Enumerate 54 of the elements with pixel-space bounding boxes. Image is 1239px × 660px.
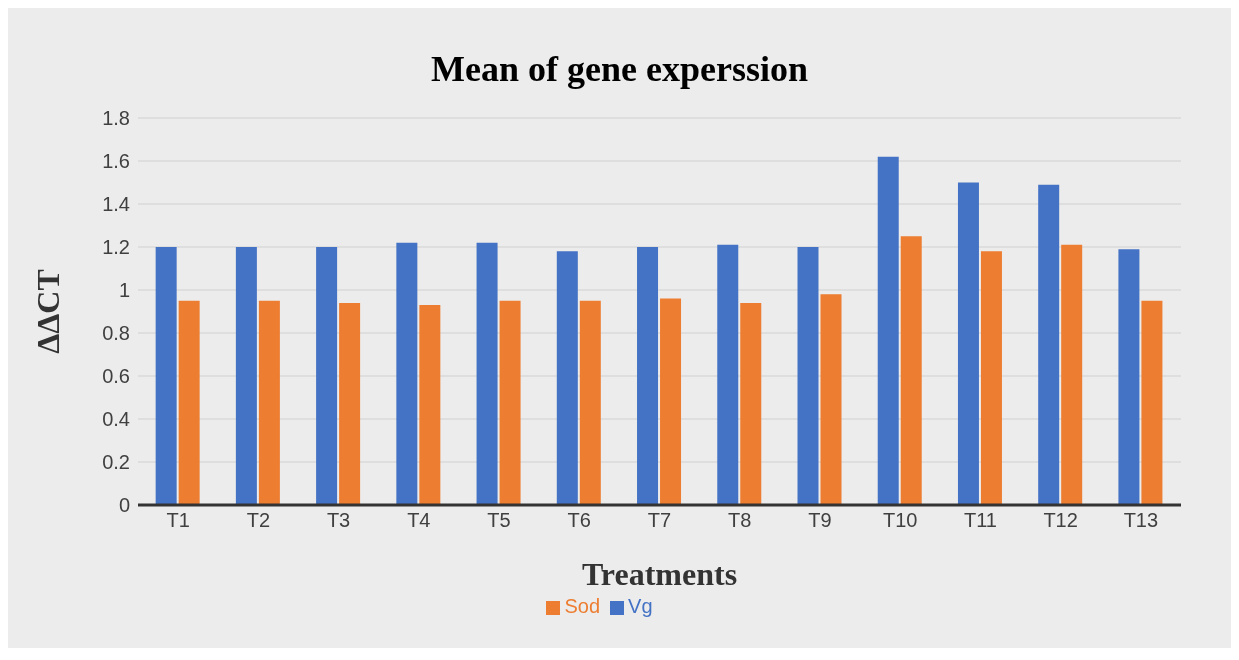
- bar: [900, 236, 922, 505]
- bar: [419, 305, 441, 505]
- bar: [155, 247, 177, 505]
- y-tick-label: 0.8: [102, 322, 130, 345]
- y-tick-label: 1.2: [102, 236, 130, 259]
- x-tick-label: T5: [487, 509, 511, 532]
- x-tick-label: T6: [567, 509, 591, 532]
- bar: [556, 251, 578, 505]
- bar: [660, 298, 682, 505]
- bar: [740, 302, 762, 505]
- bar: [499, 300, 521, 505]
- bar: [579, 300, 601, 505]
- y-tick-label: 1.8: [102, 107, 130, 130]
- x-tick-label: T3: [326, 509, 351, 532]
- y-tick-label: 1.4: [102, 193, 130, 216]
- y-axis-title: ΔΔCT: [30, 269, 67, 354]
- bar: [316, 247, 338, 505]
- bar: [980, 251, 1002, 505]
- bar: [1038, 184, 1060, 505]
- bar: [877, 156, 899, 505]
- bar: [797, 247, 819, 505]
- x-tick-label: T11: [963, 509, 997, 532]
- legend-label: Sod: [564, 595, 601, 617]
- x-tick-label: T8: [728, 509, 752, 532]
- bar: [637, 247, 659, 505]
- bar: [820, 294, 842, 505]
- x-tick-label: T1: [166, 509, 190, 532]
- chart-title: Mean of gene experssion: [430, 48, 809, 91]
- y-tick-label: 1: [118, 279, 130, 302]
- x-tick-label: T7: [647, 509, 672, 532]
- x-tick-label: T4: [407, 509, 431, 532]
- x-tick-label: T2: [246, 509, 271, 532]
- bar: [717, 244, 739, 505]
- x-tick-label: T10: [882, 509, 918, 532]
- bar: [1061, 244, 1083, 505]
- bar: [396, 242, 418, 505]
- y-tick-label: 0.2: [102, 451, 130, 474]
- bar: [957, 182, 979, 505]
- bar: [339, 302, 361, 505]
- bar: [476, 242, 498, 505]
- bar: [178, 300, 200, 505]
- bar: [1141, 300, 1163, 505]
- y-tick-label: 0.4: [102, 408, 130, 431]
- bar: [235, 247, 257, 505]
- x-tick-label: T9: [808, 509, 832, 532]
- x-axis-title: Treatments: [581, 556, 738, 592]
- x-tick-label: T12: [1043, 509, 1078, 532]
- y-tick-label: 1.6: [102, 150, 130, 173]
- y-tick-label: 0: [118, 494, 130, 517]
- x-tick-label: T13: [1123, 509, 1159, 532]
- bar: [1118, 249, 1140, 505]
- y-tick-label: 0.6: [102, 365, 130, 388]
- legend-label: Vg: [628, 595, 653, 617]
- bar: [258, 300, 280, 505]
